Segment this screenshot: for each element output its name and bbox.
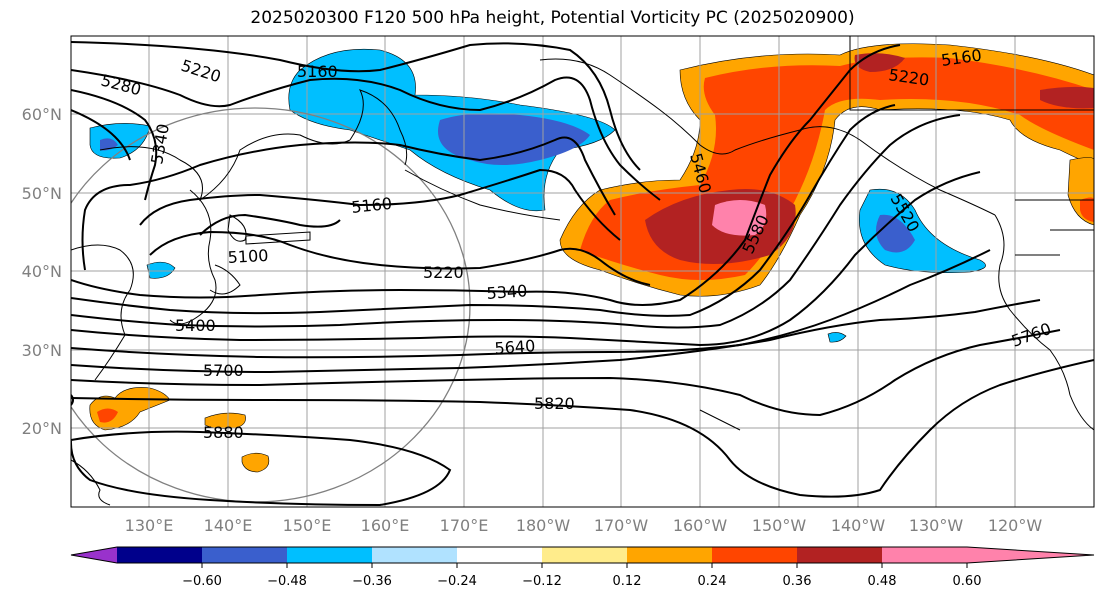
lat-label: 20°N [22, 419, 62, 438]
colorbar-segment [797, 547, 882, 563]
contour-label: 5220 [423, 263, 464, 282]
lat-label: 40°N [22, 262, 62, 281]
colorbar-segment [202, 547, 287, 563]
lon-label: 130°W [909, 516, 964, 535]
lon-label: 140°W [831, 516, 886, 535]
colorbar-tick-label: −0.36 [352, 574, 392, 589]
height-contours [71, 41, 1094, 507]
coastlines [71, 36, 1094, 506]
lon-label: 150°W [752, 516, 807, 535]
colorbar-segment [372, 547, 457, 563]
lon-label: 120°W [988, 516, 1043, 535]
colorbar-tick-label: 0.48 [868, 574, 897, 589]
colorbar-tick-label: −0.60 [182, 574, 222, 589]
lon-label: 130°E [125, 516, 174, 535]
map-frame [70, 35, 1095, 508]
lon-label: 180°W [516, 516, 571, 535]
colorbar-tick-label: −0.24 [437, 574, 477, 589]
colorbar-segment [457, 547, 542, 563]
pv-positive-core-east [1080, 197, 1094, 222]
latitude-labels: 60°N 50°N 40°N 30°N 20°N [22, 105, 62, 438]
contour-label: 5640 [494, 336, 536, 358]
contour-label: 5340 [486, 281, 528, 303]
contour-label: 5700 [203, 361, 244, 380]
colorbar-segment [71, 547, 117, 563]
contour-label: 5160 [297, 62, 338, 81]
colorbar-ticks [201, 563, 968, 568]
colorbar: −0.60 −0.48 −0.36 −0.24 −0.12 0.12 0.24 … [70, 546, 1095, 589]
lat-label: 30°N [22, 341, 62, 360]
colorbar-segment [287, 547, 372, 563]
colorbar-tick-label: −0.12 [522, 574, 562, 589]
pv-positive-blob-3 [241, 452, 270, 473]
pv-positive-blob-1-core [97, 408, 118, 423]
colorbar-segment [627, 547, 712, 563]
lat-label: 60°N [22, 105, 62, 124]
contour-label: 5160 [350, 194, 392, 217]
colorbar-segment [542, 547, 627, 563]
colorbar-segment [117, 547, 202, 563]
colorbar-outline [70, 546, 1095, 564]
colorbar-tick-label: 0.24 [698, 574, 727, 589]
lon-label: 140°E [204, 516, 253, 535]
colorbar-segment [882, 547, 967, 563]
pv-negative-region-japan [146, 261, 176, 279]
longitude-labels: 130°E 140°E 150°E 160°E 170°E 180°W 170°… [125, 516, 1043, 535]
colorbar-tick-label: 0.12 [613, 574, 642, 589]
pv-negative-dot [827, 332, 847, 343]
contour-label: 5820 [534, 394, 575, 413]
contour-label: 5880 [203, 423, 244, 442]
pv-negative-core-east [876, 214, 915, 253]
colorbar-tick-label: −0.48 [267, 574, 307, 589]
colorbar-tick-label: 0.36 [783, 574, 812, 589]
pv-shading [89, 43, 1094, 473]
colorbar-segment [967, 547, 1094, 563]
pv-positive-core-ne2 [1040, 86, 1094, 109]
contour-label: 5400 [175, 316, 216, 335]
lat-label: 50°N [22, 184, 62, 203]
lon-label: 160°W [673, 516, 728, 535]
contour-label: 5100 [227, 246, 269, 267]
colorbar-segment [712, 547, 797, 563]
pv-negative-core-kamchatka [438, 113, 590, 165]
colorbar-tick-label: 0.60 [953, 574, 982, 589]
lon-label: 160°E [361, 516, 410, 535]
map-title: 2025020300 F120 500 hPa height, Potentia… [250, 8, 855, 28]
lon-label: 170°W [594, 516, 649, 535]
lon-label: 150°E [283, 516, 332, 535]
lon-label: 170°E [440, 516, 489, 535]
pv-positive-max-main [712, 200, 767, 236]
